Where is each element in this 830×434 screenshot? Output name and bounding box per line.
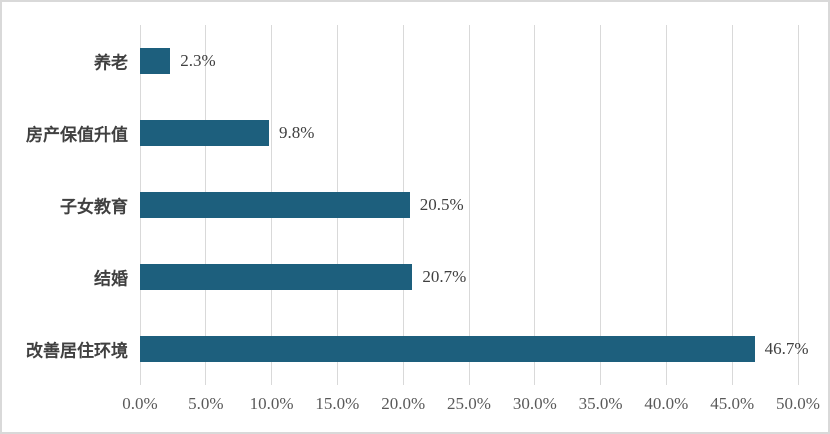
x-axis-tick-label: 15.0% [315, 394, 360, 413]
value-label: 20.7% [422, 267, 467, 286]
x-axis-tick-label: 0.0% [122, 394, 158, 413]
x-axis-tick-label: 10.0% [249, 394, 294, 413]
x-axis-tick-label: 20.0% [381, 394, 426, 413]
value-label: 46.7% [764, 339, 809, 358]
category-label: 结婚 [94, 269, 128, 289]
gridline [797, 25, 799, 385]
gridline [600, 25, 602, 385]
value-label: 2.3% [180, 51, 216, 70]
bar [140, 264, 413, 290]
x-axis-tick-label: 45.0% [710, 394, 755, 413]
category-label: 养老 [94, 53, 128, 73]
gridline [534, 25, 536, 385]
x-axis-tick-label: 30.0% [512, 394, 557, 413]
category-label: 子女教育 [60, 197, 128, 217]
category-label: 改善居住环境 [26, 341, 128, 361]
category-label: 房产保值升值 [26, 125, 128, 145]
x-axis-tick-label: 40.0% [644, 394, 689, 413]
x-axis-tick-label: 35.0% [578, 394, 623, 413]
x-axis-tick-label: 50.0% [776, 394, 820, 413]
gridline [731, 25, 733, 385]
bar [140, 120, 269, 146]
bar [140, 192, 410, 218]
bar [140, 48, 171, 74]
value-label: 20.5% [419, 195, 464, 214]
value-label: 9.8% [278, 123, 315, 142]
x-axis-tick-label: 25.0% [447, 394, 491, 413]
gridline [468, 25, 470, 385]
bar [140, 336, 755, 362]
gridline [665, 25, 667, 385]
x-axis-tick-label: 5.0% [188, 394, 224, 413]
